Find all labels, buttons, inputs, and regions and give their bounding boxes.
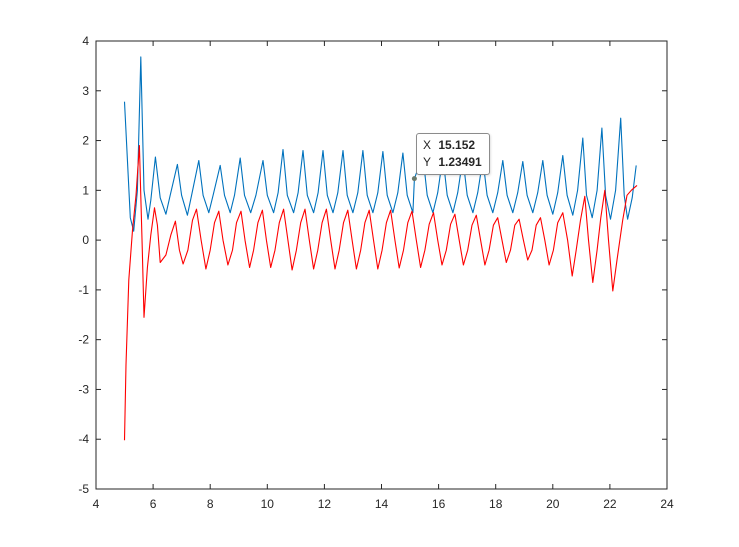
- datatip-x-value: 15.152: [438, 138, 476, 152]
- datatip-y-label: Y: [423, 155, 432, 169]
- y-tick-label: -1: [78, 283, 89, 297]
- series-line-2[interactable]: [123, 144, 638, 441]
- x-tick-label: 16: [432, 497, 446, 511]
- datatip-marker[interactable]: [411, 176, 417, 182]
- y-tick-label: 2: [82, 134, 89, 148]
- y-tick-label: -3: [78, 382, 89, 396]
- datatip-x-row: X 15.152: [423, 137, 483, 154]
- y-tick-label: 0: [82, 233, 89, 247]
- x-tick-label: 24: [660, 497, 674, 511]
- y-axis-ticks: 4 3 2 1 0 -1 -2 -3 -4 -5: [78, 34, 667, 496]
- x-tick-label: 4: [93, 497, 100, 511]
- x-tick-label: 6: [150, 497, 157, 511]
- x-tick-label: 18: [489, 497, 503, 511]
- x-tick-label: 12: [318, 497, 332, 511]
- y-tick-label: -4: [78, 432, 89, 446]
- y-tick-label: 1: [82, 183, 89, 197]
- x-tick-label: 14: [375, 497, 389, 511]
- datatip[interactable]: X 15.152 Y 1.23491: [416, 133, 490, 175]
- datatip-y-row: Y 1.23491: [423, 154, 483, 171]
- series-line-1[interactable]: [123, 56, 637, 232]
- x-axis-ticks: 4 6 8 10 12 14 16 18 20 22 24: [93, 41, 674, 511]
- axes-background: [96, 41, 667, 489]
- y-tick-label: 3: [82, 84, 89, 98]
- x-tick-label: 8: [207, 497, 214, 511]
- y-tick-label: -2: [78, 333, 89, 347]
- x-tick-label: 20: [546, 497, 560, 511]
- y-tick-label: 4: [82, 34, 89, 48]
- datatip-x-label: X: [423, 138, 432, 152]
- y-tick-label: -5: [78, 482, 89, 496]
- series-layer: [123, 56, 638, 441]
- x-tick-label: 10: [261, 497, 275, 511]
- datatip-y-value: 1.23491: [438, 155, 482, 169]
- x-tick-label: 22: [603, 497, 617, 511]
